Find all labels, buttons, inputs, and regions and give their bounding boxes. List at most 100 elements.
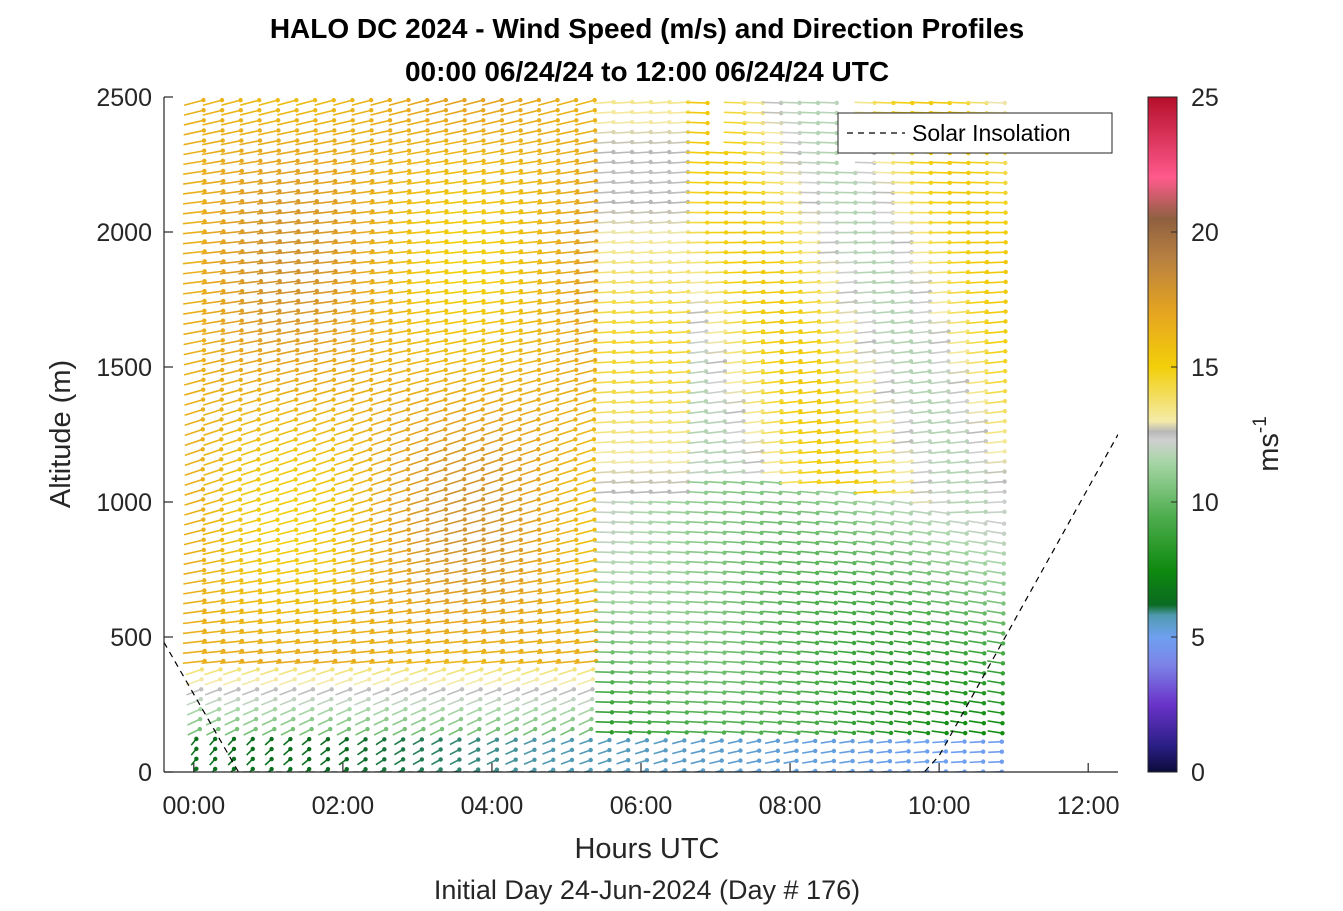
wind-barb — [183, 367, 206, 376]
wind-barb — [222, 667, 242, 676]
wind-barb-shaft — [353, 688, 370, 696]
wind-barb — [332, 118, 355, 126]
wind-barb-head — [219, 497, 224, 502]
wind-barb-shaft — [331, 650, 354, 655]
wind-barb-head — [425, 107, 430, 113]
wind-barb-head — [257, 547, 262, 553]
wind-barb-shaft — [184, 508, 204, 516]
wind-barb-head — [332, 598, 337, 603]
wind-barb — [224, 716, 240, 726]
wind-barb-head — [275, 377, 281, 382]
wind-barb-shaft — [314, 569, 335, 575]
wind-barb-head — [275, 547, 281, 553]
wind-barb-head — [272, 706, 278, 712]
wind-barb-head — [461, 407, 467, 412]
wind-barb-head — [256, 507, 261, 512]
wind-barb-shaft — [312, 250, 336, 255]
wind-barb-shaft — [240, 458, 259, 466]
wind-barb-shaft — [295, 589, 316, 595]
wind-barb-head — [440, 697, 446, 702]
wind-barb — [260, 697, 278, 706]
wind-barb-head — [573, 497, 578, 502]
wind-barb-shaft — [295, 569, 316, 575]
wind-barb-head — [200, 447, 205, 452]
wind-barb — [258, 357, 281, 366]
wind-barb-head — [277, 188, 282, 194]
wind-barb-shaft — [294, 200, 317, 205]
wind-barb-head — [312, 97, 318, 103]
wind-barb-head — [238, 568, 244, 573]
wind-barb-head — [314, 328, 319, 333]
wind-barb-head — [253, 726, 258, 732]
wind-barb-shaft — [239, 129, 260, 136]
wind-barb-head — [331, 118, 337, 123]
wind-barb-head — [201, 507, 206, 512]
wind-barb — [220, 188, 245, 195]
wind-barb — [220, 138, 244, 146]
wind-barb-head — [311, 667, 316, 672]
wind-barb — [183, 328, 207, 336]
wind-barb — [315, 427, 336, 437]
wind-barb — [257, 178, 282, 185]
wind-barb-head — [328, 726, 333, 732]
wind-barb-head — [518, 547, 524, 553]
wind-barb-head — [238, 377, 243, 382]
wind-barb-head — [592, 108, 598, 113]
wind-barb-head — [332, 628, 338, 634]
wind-barb-head — [239, 608, 244, 613]
wind-barb-head — [366, 687, 372, 692]
wind-barb-head — [351, 158, 356, 164]
wind-barb-head — [574, 367, 579, 373]
wind-barb-shaft — [294, 170, 317, 176]
wind-barb-head — [220, 158, 226, 164]
wind-barb-head — [276, 338, 282, 343]
wind-barb-shaft — [335, 708, 350, 716]
wind-barb-head — [256, 437, 261, 442]
wind-barb — [183, 568, 207, 575]
wind-barb — [313, 158, 338, 166]
wind-barb — [296, 507, 317, 516]
wind-barb-head — [574, 108, 579, 113]
wind-barb-head — [480, 466, 485, 472]
wind-barb-head — [254, 706, 259, 712]
wind-barb — [240, 457, 261, 466]
wind-barb — [350, 269, 375, 275]
wind-barb-shaft — [280, 718, 294, 726]
wind-barb-head — [351, 588, 356, 593]
wind-barb-head — [424, 387, 430, 392]
wind-barb-head — [312, 487, 317, 492]
wind-barb-shaft — [613, 710, 631, 714]
wind-barb — [295, 138, 319, 146]
wind-barb-head — [219, 527, 225, 532]
wind-barb-head — [295, 298, 301, 304]
wind-barb-shaft — [276, 630, 298, 635]
wind-barb — [220, 318, 244, 326]
wind-barb — [242, 687, 260, 696]
wind-barb-shaft — [351, 349, 372, 356]
wind-barb — [276, 638, 301, 645]
wind-barb-head — [513, 737, 518, 742]
wind-barb-shaft — [240, 408, 260, 416]
wind-barb — [220, 308, 245, 315]
wind-barb-head — [313, 357, 318, 363]
wind-barb — [295, 557, 318, 566]
wind-barb — [185, 677, 204, 686]
wind-barb-head — [347, 716, 352, 722]
wind-barb-head — [366, 697, 371, 702]
wind-barb-head — [216, 716, 221, 722]
wind-barb-head — [462, 97, 467, 103]
wind-barb-head — [500, 578, 505, 583]
wind-barb — [295, 97, 318, 106]
wind-barb-head — [554, 397, 560, 402]
wind-barb — [259, 477, 280, 486]
wind-barb-head — [462, 318, 467, 323]
wind-barb — [223, 687, 241, 696]
wind-barb-head — [331, 527, 336, 533]
wind-barb — [182, 269, 207, 275]
wind-barb — [202, 507, 224, 516]
wind-barb-shaft — [351, 379, 372, 386]
wind-barb-head — [609, 730, 615, 735]
wind-barb — [276, 628, 300, 635]
wind-barb — [353, 667, 372, 676]
wind-barb-head — [255, 677, 260, 682]
